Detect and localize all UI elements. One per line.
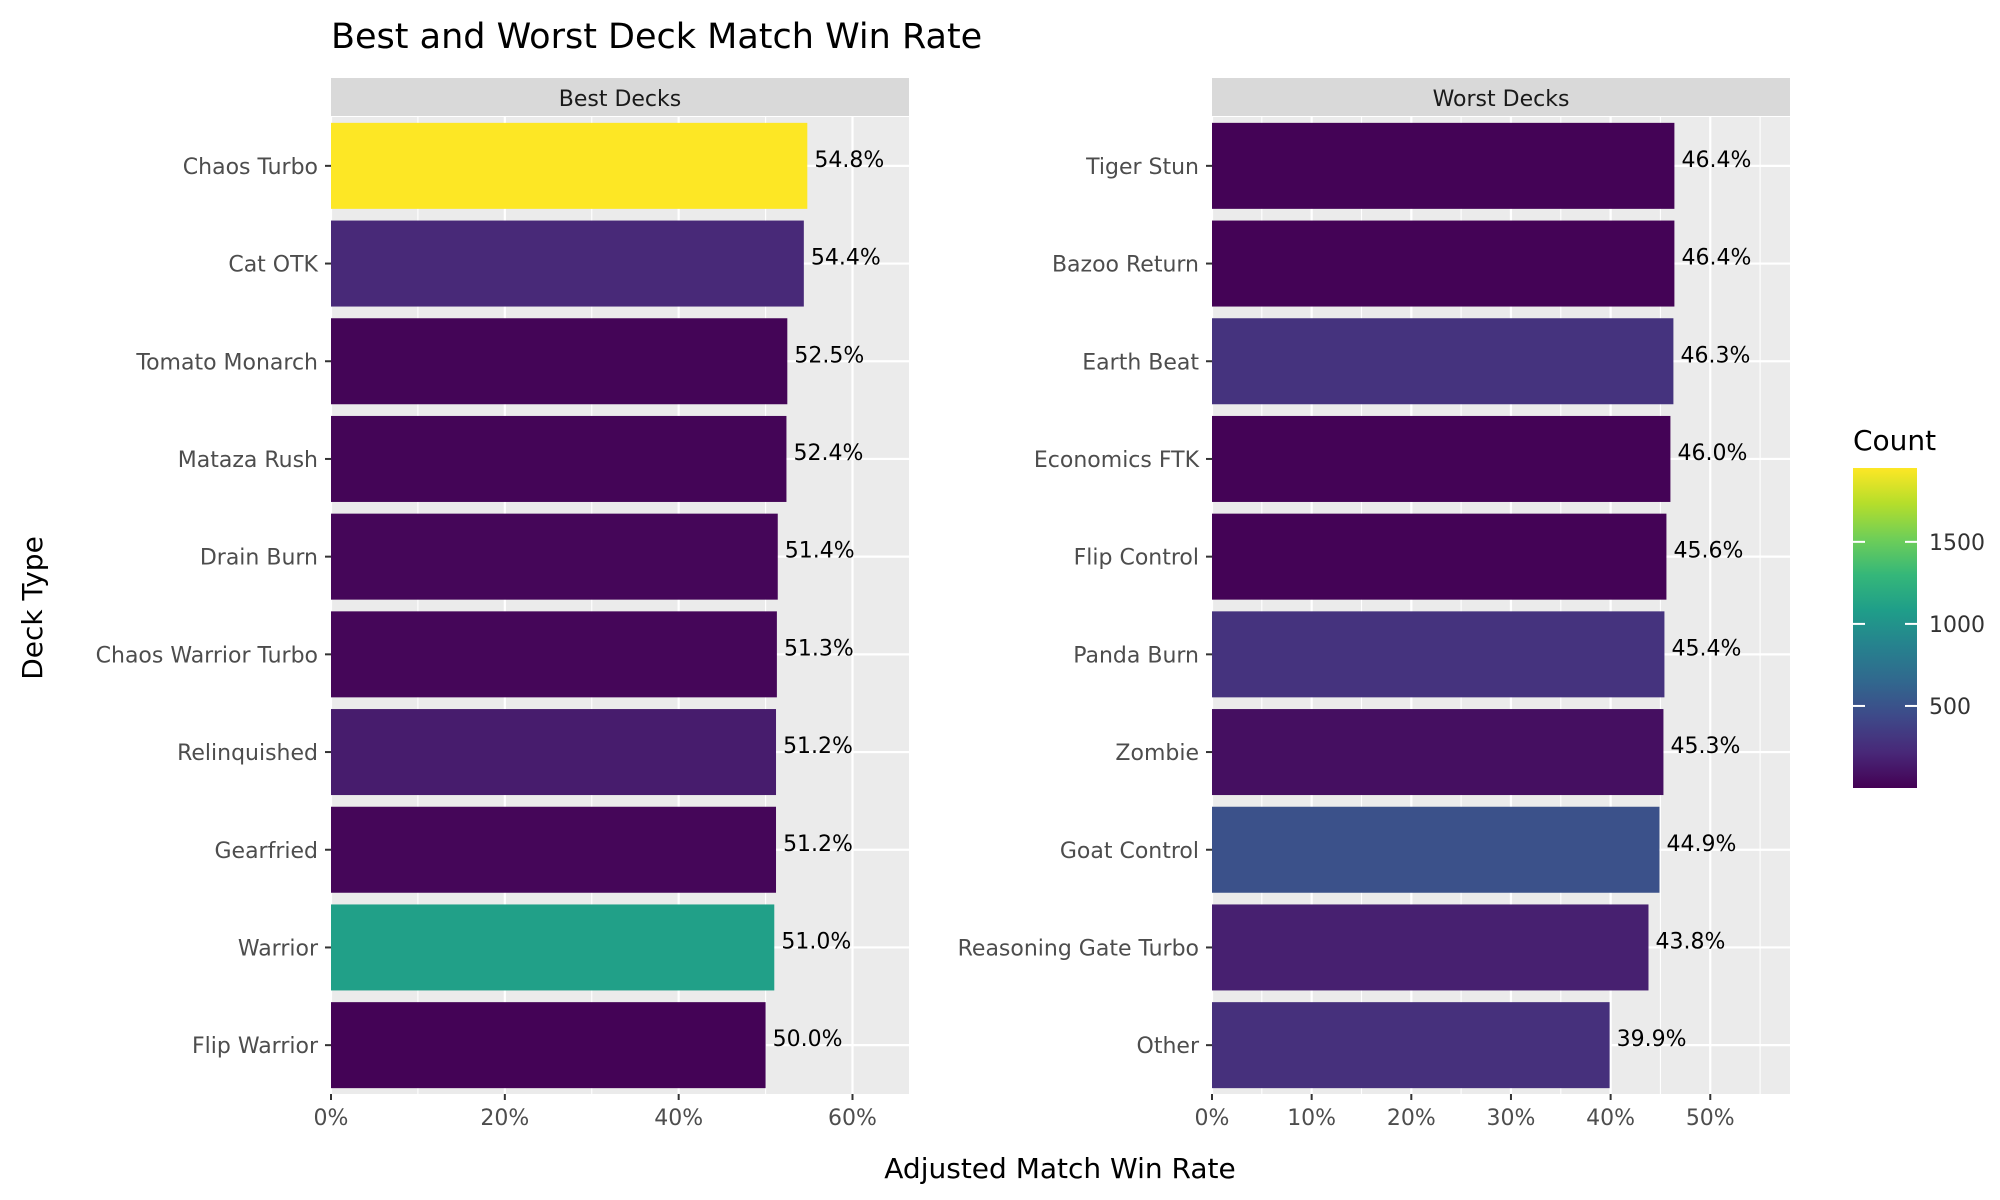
x-tick-label: 10% [1287,1106,1336,1131]
facet-strip [331,78,909,116]
y-tick-label: Relinquished [177,741,318,766]
x-tick-label: 20% [480,1106,529,1131]
facet-strip-label: Best Decks [559,87,681,112]
data-label: 51.2% [783,734,853,759]
data-label: 51.0% [781,929,851,954]
data-label: 54.8% [814,148,884,173]
y-tick-label: Tomato Monarch [135,350,318,375]
y-tick-label: Tiger Stun [1085,155,1199,180]
bar [331,806,777,893]
bar [331,415,787,502]
facet-strip-label: Worst Decks [1433,87,1570,112]
data-label: 46.4% [1681,246,1751,271]
bar [1212,513,1667,600]
x-tick-label: 0% [314,1106,349,1131]
bar [1212,904,1649,991]
y-tick-label: Cat OTK [228,253,318,278]
bar [331,709,777,796]
data-label: 46.0% [1677,441,1747,466]
y-tick-label: Drain Burn [200,546,318,571]
bar [1212,709,1664,796]
data-label: 44.9% [1667,832,1737,857]
bar [331,1002,766,1089]
y-tick-label: Flip Control [1074,546,1199,571]
x-tick-label: 20% [1387,1106,1436,1131]
panels: Best Decks 54.8% Chaos Turbo 54.4% Cat OTK 52… [96,78,1790,1131]
bar [1212,611,1665,698]
y-tick-label: Chaos Warrior Turbo [96,643,318,668]
chart-title: Best and Worst Deck Match Win Rate [331,17,982,57]
facet-strip [1212,78,1790,116]
bar [1212,1002,1610,1089]
bar [1212,122,1675,209]
data-label: 46.4% [1681,148,1751,173]
y-tick-label: Gearfried [214,839,318,864]
colorbar-tick-label: 500 [1929,695,1971,720]
y-tick-label: Economics FTK [1034,448,1200,473]
y-tick-label: Mataza Rush [178,448,318,473]
bar [1212,318,1674,405]
panel-2: Worst Decks 46.4% Tiger Stun 46.4% Bazoo Ret… [958,78,1790,1131]
data-label: 52.5% [794,343,864,368]
data-label: 51.3% [784,636,854,661]
bar [1212,415,1671,502]
x-tick-label: 50% [1686,1106,1735,1131]
y-tick-label: Panda Burn [1073,643,1199,668]
data-label: 52.4% [794,441,864,466]
data-label: 45.6% [1673,539,1743,564]
colorbar-tick-label: 1500 [1929,531,1985,556]
legend: Count 500 1000 1500 [1853,424,1985,788]
y-tick-label: Earth Beat [1082,350,1199,375]
y-tick-label: Warrior [238,936,319,961]
y-tick-label: Goat Control [1060,839,1199,864]
data-label: 51.2% [783,832,853,857]
colorbar-tick-label: 1000 [1929,613,1985,638]
x-tick-label: 0% [1195,1106,1230,1131]
x-tick-label: 40% [1586,1106,1635,1131]
y-tick-label: Chaos Turbo [183,155,318,180]
bar [331,220,804,307]
x-tick-label: 30% [1487,1106,1536,1131]
data-label: 51.4% [785,539,855,564]
legend-title: Count [1853,424,1936,457]
bar [1212,806,1660,893]
data-label: 43.8% [1656,929,1726,954]
x-axis-title: Adjusted Match Win Rate [884,1152,1235,1185]
y-tick-label: Zombie [1115,741,1199,766]
bar [331,122,808,209]
data-label: 50.0% [773,1027,843,1052]
bar [331,611,777,698]
data-label: 45.3% [1670,734,1740,759]
data-label: 45.4% [1671,636,1741,661]
bar [331,904,775,991]
colorbar [1853,468,1917,788]
panel-1: Best Decks 54.8% Chaos Turbo 54.4% Cat OTK 52… [96,78,909,1131]
x-tick-label: 60% [828,1106,877,1131]
x-tick-label: 40% [654,1106,703,1131]
y-axis-title: Deck Type [16,536,49,680]
bar [1212,220,1675,307]
y-tick-label: Other [1137,1034,1200,1059]
data-label: 54.4% [811,246,881,271]
bar [331,513,778,600]
bar [331,318,788,405]
data-label: 39.9% [1617,1027,1687,1052]
y-tick-label: Reasoning Gate Turbo [958,936,1199,961]
y-tick-label: Bazoo Return [1052,253,1199,278]
data-label: 46.3% [1680,343,1750,368]
y-tick-label: Flip Warrior [192,1034,319,1059]
